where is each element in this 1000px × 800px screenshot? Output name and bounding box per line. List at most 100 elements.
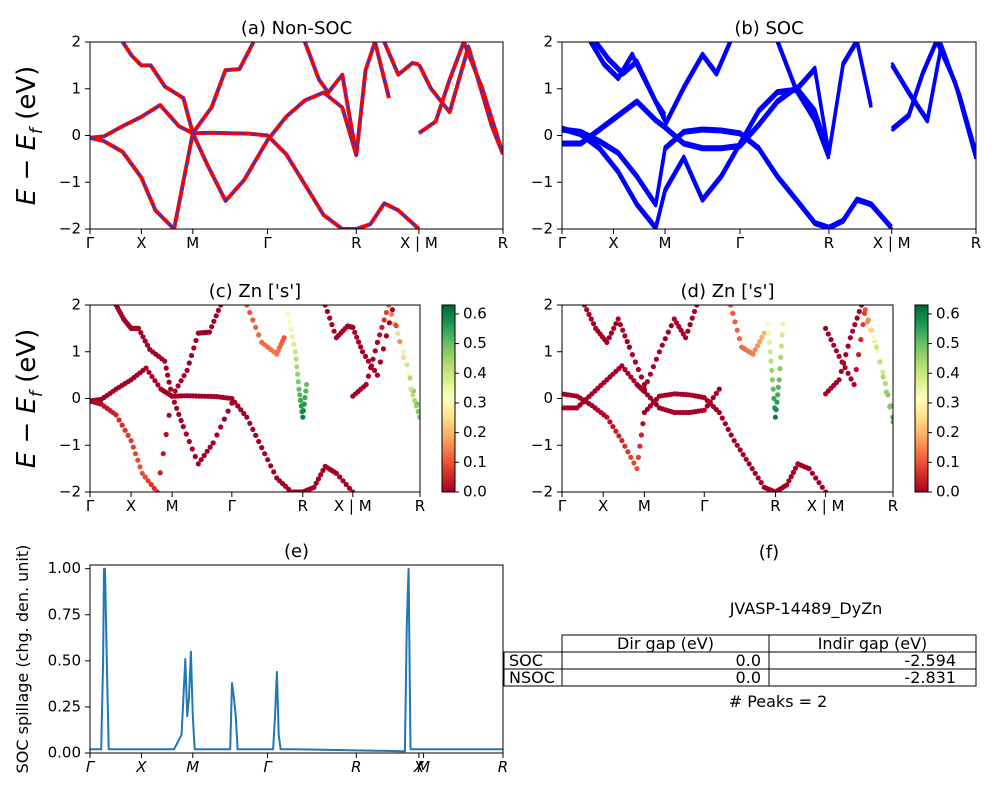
band-overlay-0 <box>90 103 357 229</box>
y-axis-label-main: E − E <box>12 397 42 469</box>
band-point <box>752 347 758 353</box>
band-point <box>619 438 625 444</box>
band-point <box>809 470 816 476</box>
band-point <box>766 339 773 345</box>
band-point <box>856 352 862 358</box>
x-tick-label: R <box>498 234 508 252</box>
band-point <box>211 318 217 324</box>
band-point <box>604 414 610 420</box>
band-point <box>606 335 612 341</box>
band-point <box>218 305 224 308</box>
band-point <box>148 481 154 488</box>
band-point <box>780 321 786 327</box>
band-point <box>343 481 349 488</box>
band-point <box>331 328 337 334</box>
band-point <box>877 359 883 365</box>
band-point <box>727 305 734 308</box>
band-point <box>303 381 310 388</box>
band-point <box>628 454 634 460</box>
band-point <box>861 310 868 316</box>
band-point <box>828 337 834 343</box>
band-point <box>407 375 413 381</box>
band-point <box>842 365 848 371</box>
band-point <box>685 328 691 334</box>
band-point <box>813 475 819 481</box>
x-tick-label: M <box>186 758 199 776</box>
band-point <box>337 474 343 480</box>
y-tick-label: 1 <box>543 342 553 360</box>
band-point <box>819 484 825 490</box>
x-tick-label: Γ <box>263 758 273 776</box>
band-point <box>616 433 622 439</box>
band-point <box>590 321 597 327</box>
band-point <box>395 330 401 336</box>
x-tick-label: X <box>608 234 618 252</box>
chart-title: (f) <box>759 542 779 563</box>
band-point <box>128 438 134 444</box>
band-point <box>241 410 247 417</box>
band-point <box>647 371 654 377</box>
band-point <box>380 346 386 352</box>
band-point <box>259 445 265 451</box>
band-point <box>870 336 877 342</box>
y-axis-label-sub: f <box>27 125 47 134</box>
band-point <box>586 311 592 317</box>
band-line-3 <box>191 42 256 135</box>
band-point <box>683 335 689 341</box>
band-point <box>333 470 339 476</box>
band-point <box>736 336 743 342</box>
band-point <box>285 311 291 317</box>
band-point <box>619 363 625 369</box>
band-point <box>650 398 657 404</box>
band-point <box>631 378 637 384</box>
band-point <box>634 466 640 472</box>
band-point <box>671 316 677 322</box>
axes-frame <box>561 41 977 230</box>
band-point <box>175 383 181 389</box>
band-point <box>626 344 633 350</box>
band-point <box>836 353 842 359</box>
colorbar-tick-label: 0.6 <box>463 304 487 322</box>
band-point <box>281 335 287 341</box>
band-point <box>142 338 148 344</box>
band-point <box>740 452 746 458</box>
band-point <box>268 463 274 469</box>
x-tick-label: M <box>417 758 430 776</box>
band-point <box>163 365 169 371</box>
y-axis-label-unit: (eV) <box>12 66 42 128</box>
y-tick-label: 2 <box>71 296 81 314</box>
band-point <box>841 360 847 366</box>
band-point <box>365 373 372 379</box>
band-point <box>171 399 177 405</box>
band-point <box>858 337 864 343</box>
band-point <box>301 401 307 407</box>
band-point <box>244 305 250 308</box>
band-point <box>701 407 707 413</box>
y-tick-label: 2 <box>543 296 553 314</box>
band-point <box>169 393 175 399</box>
band-point <box>389 307 395 313</box>
table-caption: JVASP-14489_DyZn <box>729 599 883 619</box>
band-point <box>180 424 186 430</box>
band-point <box>728 432 734 438</box>
band-point <box>758 480 764 486</box>
x-tick-label: Γ <box>86 234 95 252</box>
colorbar <box>441 304 456 493</box>
band-point <box>365 358 372 364</box>
band-point <box>773 407 779 413</box>
x-tick-label: X <box>136 234 146 252</box>
band-point <box>687 322 693 328</box>
band-point <box>250 317 256 323</box>
band-point <box>668 323 674 329</box>
band-point <box>151 485 157 491</box>
band-point <box>749 466 755 472</box>
band-point <box>235 403 241 409</box>
band-point <box>836 377 842 383</box>
x-tick-label: Γ <box>263 234 272 252</box>
band-point <box>788 474 794 480</box>
band-point <box>743 456 749 462</box>
band-point <box>644 379 651 385</box>
band-point <box>786 478 792 484</box>
x-tick-label: R <box>298 497 308 515</box>
